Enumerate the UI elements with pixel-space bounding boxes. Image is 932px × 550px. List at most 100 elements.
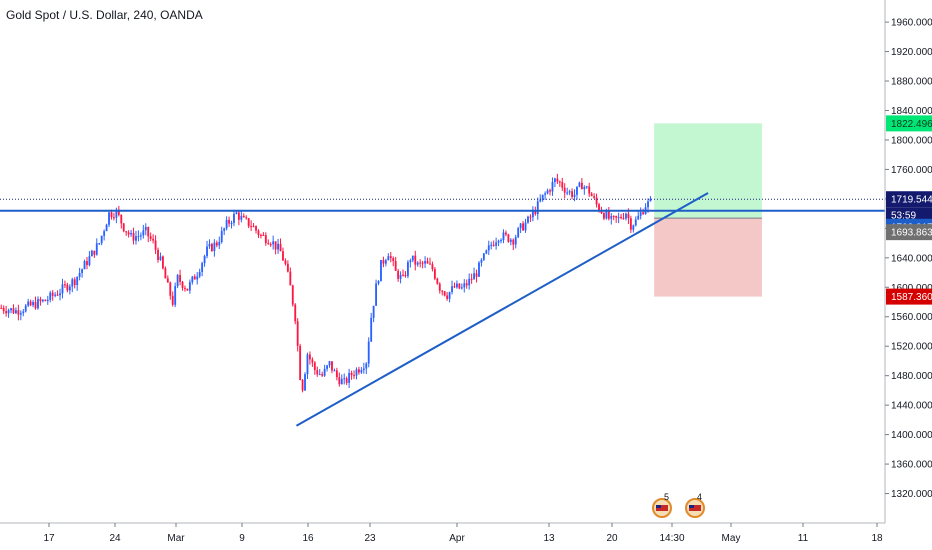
candle-body: [46, 299, 49, 302]
candle-body: [296, 321, 299, 346]
candle-body: [171, 295, 174, 305]
candle-body: [27, 301, 30, 306]
candle-body: [414, 255, 417, 265]
time-tick-label: Mar: [167, 533, 185, 544]
candle-body: [328, 361, 331, 366]
candle-body: [394, 261, 397, 271]
candle-body: [331, 361, 333, 371]
candle-body: [465, 283, 468, 286]
candle-body: [255, 226, 257, 231]
candle-body: [159, 256, 162, 260]
candle-body: [409, 260, 412, 263]
candle-body: [554, 178, 556, 183]
candle-body: [473, 273, 475, 280]
candle-body: [269, 244, 272, 246]
candle-body: [507, 234, 510, 242]
candle-body: [482, 253, 485, 260]
candle-body: [358, 369, 360, 373]
candle-body: [370, 317, 373, 342]
candle-body: [93, 250, 96, 255]
price-tick-label: 1400.000: [891, 430, 932, 441]
time-tick-label: 11: [798, 533, 809, 544]
price-tick-label: 1920.000: [891, 47, 932, 58]
candle-body: [372, 305, 375, 318]
candle-body: [458, 283, 461, 289]
candle-body: [213, 242, 216, 252]
candle-body: [304, 374, 306, 391]
candle-body: [230, 223, 233, 225]
candle-body: [66, 284, 69, 291]
entry-price-tag: [886, 224, 932, 241]
candle-body: [387, 256, 390, 261]
candle-body: [299, 345, 302, 380]
candle-body: [429, 263, 431, 265]
candle-body: [326, 365, 328, 369]
event-count: 5: [664, 492, 669, 502]
chart-overlays[interactable]: [0, 192, 885, 427]
flag-canton: [656, 505, 661, 508]
price-tick-label: 1600.000: [891, 283, 932, 294]
candle-body: [470, 278, 473, 280]
candle-body: [19, 313, 22, 315]
candle-body: [127, 232, 130, 235]
candle-body: [502, 232, 505, 241]
candle-body: [250, 226, 253, 228]
candle-body: [157, 249, 159, 260]
candle-body: [301, 379, 304, 391]
candle-body: [639, 212, 642, 216]
candle-body: [500, 240, 502, 242]
candle-body: [274, 241, 277, 250]
price-tick-label: 1840.000: [891, 106, 932, 117]
candle-body: [152, 238, 155, 241]
candle-body: [571, 191, 573, 197]
candle-body: [272, 241, 275, 245]
candle-body: [576, 186, 578, 195]
candle-body: [625, 213, 627, 219]
candle-body: [460, 287, 463, 289]
candle-body: [485, 250, 488, 254]
chart-title: Gold Spot / U.S. Dollar, 240, OANDA: [6, 8, 203, 22]
candle-body: [29, 301, 32, 306]
price-tick-label: 1560.000: [891, 312, 932, 323]
candle-body: [120, 214, 123, 224]
candle-body: [215, 242, 218, 246]
candle-body: [546, 190, 549, 194]
candle-body: [286, 263, 289, 272]
candle-body: [495, 242, 498, 246]
candle-body: [0, 307, 3, 309]
price-axis[interactable]: 1320.000 1360.000 1400.000 1440.000 1480.000…: [884, 0, 932, 523]
candle-body: [135, 236, 137, 241]
candle-body: [122, 223, 125, 232]
candle-body: [113, 217, 115, 219]
candle-body: [71, 279, 74, 287]
candle-body: [88, 256, 91, 266]
candle-body: [309, 354, 311, 360]
candle-body: [245, 217, 248, 219]
candle-body: [90, 250, 93, 257]
candle-body: [321, 374, 324, 376]
price-tags: 1822.4961719.54453:591703.8171693.863158…: [886, 115, 932, 305]
candle-body: [142, 230, 145, 236]
candle-body: [39, 299, 42, 302]
candle-body: [407, 262, 409, 276]
candle-body: [593, 196, 596, 198]
candle-body: [568, 191, 571, 193]
time-axis[interactable]: 17 24 Mar 9 16 23 Apr 13 20 14:30 May 11 18: [0, 522, 885, 544]
candle-body: [637, 215, 640, 220]
candle-body: [100, 235, 103, 244]
stop-loss-zone: [654, 218, 762, 297]
candle-body: [225, 219, 228, 229]
candle-body: [527, 216, 529, 223]
candle-body: [240, 215, 243, 220]
long-position-tool[interactable]: [654, 123, 762, 297]
candle-body: [622, 218, 625, 220]
candle-body: [595, 197, 598, 205]
candle-body: [534, 210, 537, 215]
flag-stripe: [689, 505, 701, 511]
candle-body: [68, 286, 71, 291]
candle-body: [76, 276, 79, 285]
time-tick-label: 20: [606, 533, 618, 544]
target-price-tag-text: 1822.496: [891, 119, 932, 130]
